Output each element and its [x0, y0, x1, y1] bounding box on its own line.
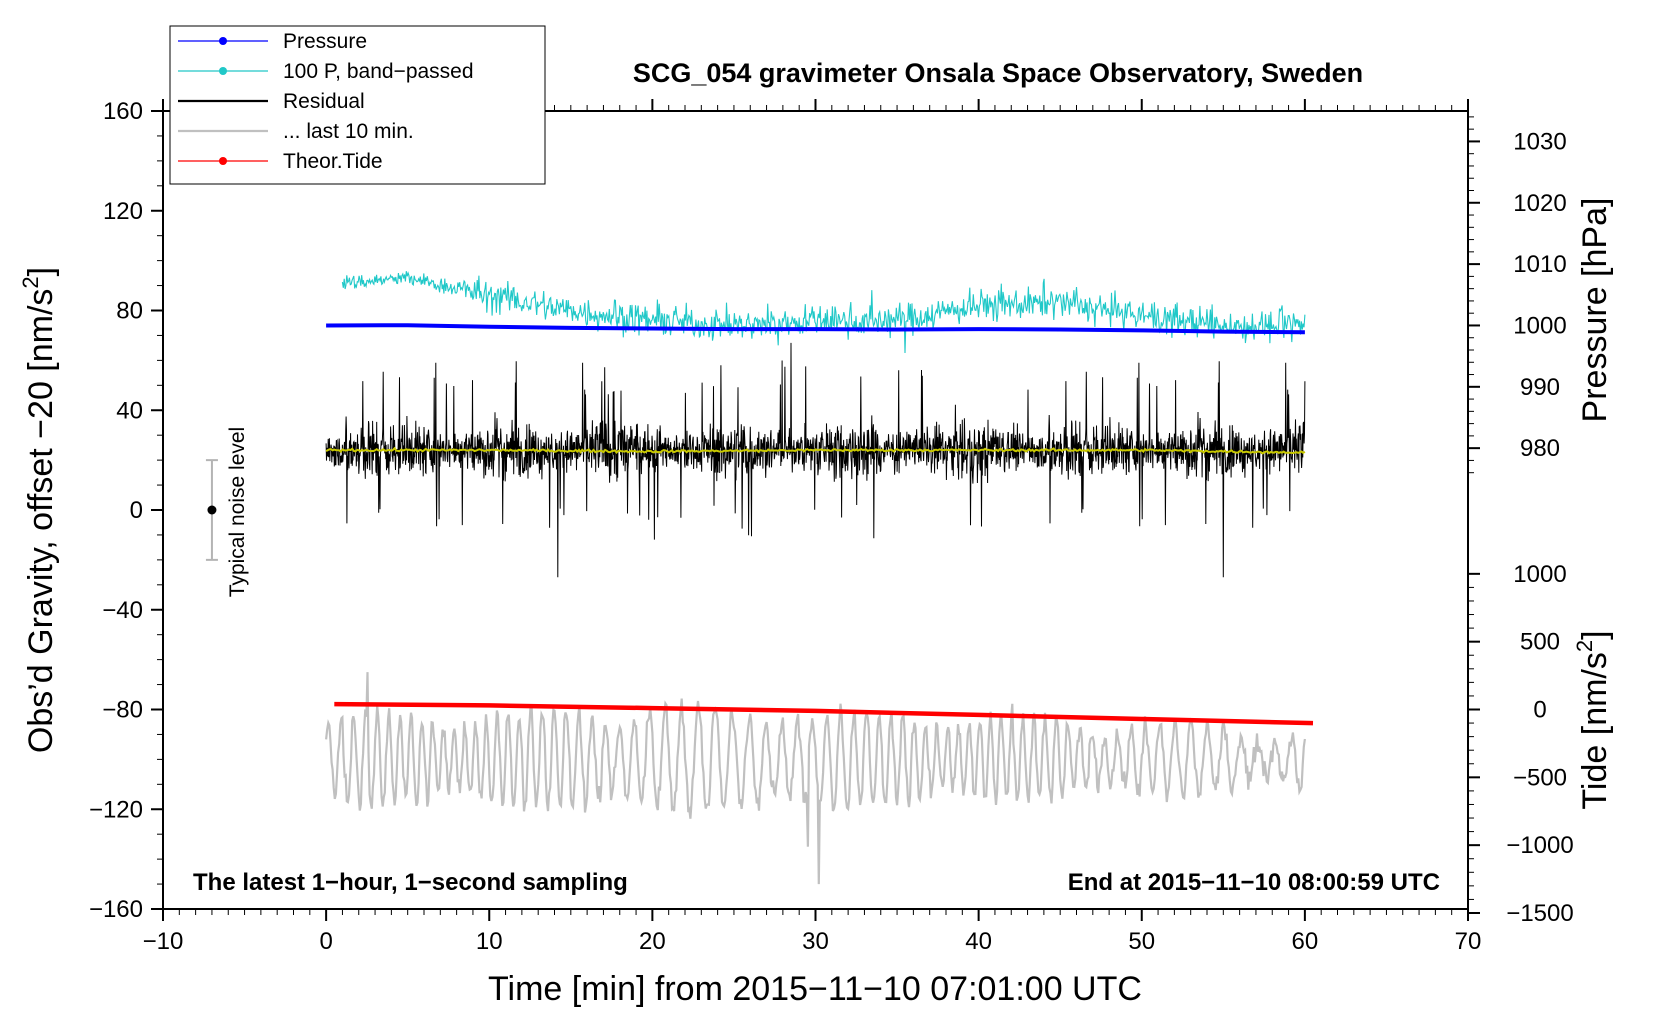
series-residual	[325, 342, 1306, 578]
series-layer	[325, 271, 1314, 885]
legend-label: Theor.Tide	[283, 150, 383, 173]
series-pressure	[326, 323, 1305, 335]
pressure-tick-label: 990	[1520, 374, 1560, 401]
tide-axis-label-main: Tide [nm/s	[1576, 652, 1614, 809]
pressure-tick-label: 1020	[1513, 190, 1566, 217]
y-tick-label: −40	[102, 597, 143, 624]
tide-tick-label: −500	[1513, 764, 1567, 791]
legend: Pressure 100 P, band−passed Residual ... la…	[169, 25, 546, 185]
y-tick-label: −120	[89, 796, 143, 823]
y-axis-label: Obs’d Gravity, offset −20 [nm/s2]	[18, 267, 60, 753]
y-tick-label: −160	[89, 896, 143, 923]
legend-label: Residual	[283, 90, 365, 113]
noise-center-dot	[207, 505, 217, 515]
tide-axis-label-sup: 2	[1572, 640, 1597, 652]
series-last-10-min	[325, 672, 1306, 885]
x-tick-label: 60	[1292, 928, 1319, 955]
pressure-tick-label: 1010	[1513, 251, 1566, 278]
x-tick-label: 50	[1128, 928, 1155, 955]
y-tick-label: 160	[103, 98, 143, 125]
end-time-note: End at 2015−11−10 08:00:59 UTC	[1068, 869, 1440, 896]
y-axis-label-sup: 2	[18, 276, 43, 288]
y-axis-label-main: Obs’d Gravity, offset −20 [nm/s	[22, 289, 60, 754]
tide-tick-label: 1000	[1513, 561, 1566, 588]
pressure-axis-label: Pressure [hPa]	[1576, 198, 1614, 423]
pressure-tick-label: 1000	[1513, 312, 1566, 339]
legend-marker	[219, 37, 227, 45]
sampling-note: The latest 1−hour, 1−second sampling	[193, 869, 628, 896]
y-tick-label: 40	[116, 397, 143, 424]
series-residual-smoothed	[325, 446, 1306, 455]
tide-tick-label: −1000	[1506, 832, 1573, 859]
series-pressure-band-passed	[341, 271, 1306, 354]
y-tick-label: 120	[103, 198, 143, 225]
legend-marker	[219, 157, 227, 165]
pressure-tick-label: 980	[1520, 435, 1560, 462]
noise-label: Typical noise level	[226, 427, 249, 597]
legend-box	[169, 25, 546, 185]
ticks-layer: −10 0 10 20 30 40 50 60 70−160−120−80−4004080120…	[89, 98, 1574, 955]
legend-label: 100 P, band−passed	[283, 60, 474, 83]
tide-axis-label-close: ]	[1576, 630, 1614, 639]
tide-tick-label: 0	[1533, 697, 1546, 724]
x-tick-label: 30	[802, 928, 829, 955]
series-theoretical-tide	[334, 701, 1314, 726]
legend-marker	[219, 67, 227, 75]
x-tick-label: 40	[965, 928, 992, 955]
x-tick-label: 20	[639, 928, 666, 955]
tide-tick-label: −1500	[1506, 900, 1573, 927]
y-tick-label: 0	[130, 497, 143, 524]
x-axis-label: Time [min] from 2015−11−10 07:01:00 UTC	[488, 970, 1142, 1008]
tide-tick-label: 500	[1520, 629, 1560, 656]
chart-title: SCG_054 gravimeter Onsala Space Observat…	[633, 58, 1363, 88]
x-tick-label: 70	[1455, 928, 1482, 955]
y-tick-label: 80	[116, 298, 143, 325]
y-axis-label-close: ]	[22, 267, 60, 276]
x-tick-label: 0	[319, 928, 332, 955]
x-tick-label: −10	[143, 928, 184, 955]
legend-entries: Pressure 100 P, band−passed Residual ... la…	[178, 30, 474, 173]
y-tick-label: −80	[102, 697, 143, 724]
legend-label: Pressure	[283, 30, 367, 53]
pressure-tick-label: 1030	[1513, 128, 1566, 155]
tide-axis-label: Tide [nm/s2]	[1572, 630, 1614, 809]
legend-label: ... last 10 min.	[283, 120, 414, 143]
x-tick-label: 10	[476, 928, 503, 955]
noise-indicator: Typical noise level	[205, 427, 249, 597]
